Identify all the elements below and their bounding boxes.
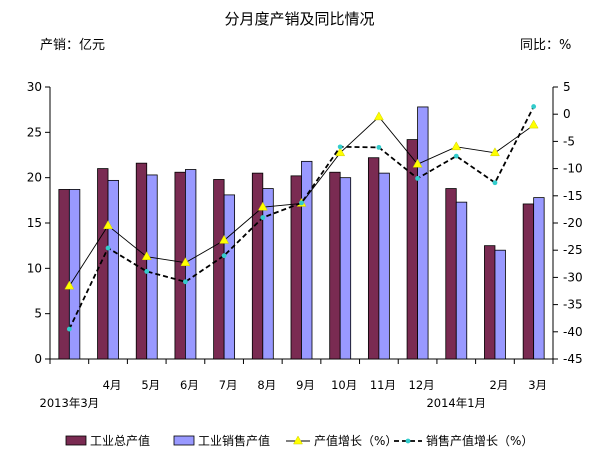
- bar-industrial-sales: [301, 160, 313, 360]
- bar-industrial-sales: [378, 172, 390, 360]
- point-sales-growth: [66, 326, 72, 332]
- bar-industrial-output: [406, 139, 418, 360]
- legend-label-industrial-sales: 工业销售产值: [198, 433, 270, 448]
- bar-industrial-output: [213, 179, 225, 360]
- right-tick-label: -5: [563, 134, 575, 148]
- point-output-growth: [141, 251, 152, 260]
- point-sales-growth: [260, 215, 266, 220]
- legend-marker-sales-growth: [405, 438, 411, 444]
- right-tick-label: -25: [563, 243, 583, 257]
- point-output-growth: [180, 257, 191, 266]
- bar-industrial-output: [522, 203, 535, 360]
- point-sales-growth: [376, 144, 382, 150]
- right-tick-label: -35: [563, 298, 583, 312]
- point-sales-growth: [183, 279, 188, 285]
- point-sales-growth: [105, 245, 111, 251]
- point-output-growth: [64, 280, 75, 290]
- x-tick-label: 5月: [141, 378, 160, 392]
- chart-title: 分月度产销及同比情况: [224, 10, 375, 28]
- x-tick-label: 11月: [370, 378, 396, 392]
- x-tick-label: 2月: [490, 378, 509, 392]
- right-tick-label: 0: [563, 107, 571, 121]
- right-axis-unit: 同比：%: [520, 38, 572, 53]
- bar-industrial-output: [329, 171, 341, 360]
- x-tick-label: 12月: [409, 378, 435, 392]
- x-tick-label: 10月: [331, 378, 357, 392]
- bar-industrial-sales: [107, 179, 119, 360]
- bar-industrial-output: [97, 168, 109, 360]
- left-tick-label: 20: [27, 171, 42, 185]
- bar-industrial-output: [251, 172, 264, 360]
- point-output-growth: [490, 147, 500, 157]
- right-tick-label: -20: [563, 216, 583, 230]
- bar-industrial-output: [445, 188, 457, 360]
- point-sales-growth: [492, 180, 498, 186]
- bar-industrial-sales: [455, 201, 468, 360]
- bar-industrial-output: [484, 245, 496, 360]
- point-output-growth: [528, 119, 539, 129]
- bar-industrial-sales: [68, 189, 81, 360]
- bar-industrial-output: [58, 189, 70, 360]
- right-tick-label: -40: [563, 325, 583, 339]
- x-tick-label: 7月: [219, 378, 238, 392]
- bars: [58, 106, 545, 360]
- point-sales-growth: [337, 144, 343, 150]
- bar-industrial-sales: [494, 249, 506, 360]
- legend-swatch-industrial-output: [65, 435, 87, 446]
- series-lines: [64, 104, 539, 332]
- bar-industrial-sales: [533, 197, 545, 360]
- right-tick-label: -10: [563, 162, 583, 176]
- bar-industrial-sales: [146, 174, 158, 360]
- point-sales-growth: [221, 253, 227, 259]
- bar-industrial-sales: [417, 106, 429, 360]
- right-tick-label: 5: [563, 80, 571, 94]
- point-output-growth: [451, 141, 462, 151]
- left-tick-label: 30: [27, 80, 42, 94]
- x-tick-label: 4月: [103, 378, 122, 392]
- point-output-growth: [103, 220, 113, 229]
- x-axis-labels: 4月 5月 6月 7月 8月 9月 10月 11月 12月 2月 3月 2013年3月 2014年1月: [40, 378, 548, 410]
- x-tick-label: 9月: [296, 378, 315, 392]
- point-sales-growth: [415, 175, 420, 181]
- left-tick-label: 5: [34, 307, 42, 321]
- point-output-growth: [257, 201, 268, 211]
- bar-industrial-sales: [223, 194, 236, 360]
- axes: 0 5 10 15 20 25 30 5 0 -5 -10 -15 -20 -25 -30 -35 -40 -45: [27, 80, 583, 366]
- legend: 工业总产值 工业销售产值 产值增长（%） 销售产值增长（%）: [65, 433, 533, 448]
- point-output-growth: [219, 234, 230, 244]
- point-output-growth: [335, 147, 346, 157]
- x-tick-label: 8月: [257, 378, 276, 392]
- point-output-growth: [373, 111, 384, 121]
- right-tick-label: -15: [563, 189, 583, 203]
- point-sales-growth: [144, 269, 150, 274]
- bar-industrial-sales: [339, 177, 352, 360]
- legend-marker-output-growth: [293, 435, 303, 445]
- legend-label-output-growth: 产值增长（%）: [314, 433, 397, 448]
- left-tick-label: 0: [34, 352, 42, 366]
- left-axis-unit: 产销：亿元: [40, 38, 106, 53]
- x-tick-label-year: 2013年3月: [40, 396, 100, 410]
- left-tick-label: 15: [27, 216, 42, 230]
- x-tick-label-year: 2014年1月: [426, 396, 486, 410]
- right-tick-label: -45: [563, 352, 583, 366]
- point-sales-growth: [453, 153, 459, 159]
- x-tick-label: 6月: [180, 378, 199, 392]
- bar-industrial-sales: [262, 188, 274, 360]
- point-sales-growth: [299, 200, 304, 206]
- legend-label-industrial-output: 工业总产值: [90, 433, 150, 448]
- point-output-growth: [412, 158, 423, 168]
- right-tick-label: -30: [563, 270, 583, 284]
- bar-industrial-output: [135, 162, 148, 360]
- bar-industrial-output: [367, 157, 380, 360]
- legend-swatch-industrial-sales: [173, 435, 195, 446]
- left-tick-label: 25: [27, 125, 42, 139]
- left-tick-label: 10: [27, 261, 42, 275]
- point-sales-growth: [531, 104, 537, 109]
- x-tick-label: 3月: [528, 378, 547, 392]
- legend-label-sales-growth: 销售产值增长（%）: [426, 433, 533, 448]
